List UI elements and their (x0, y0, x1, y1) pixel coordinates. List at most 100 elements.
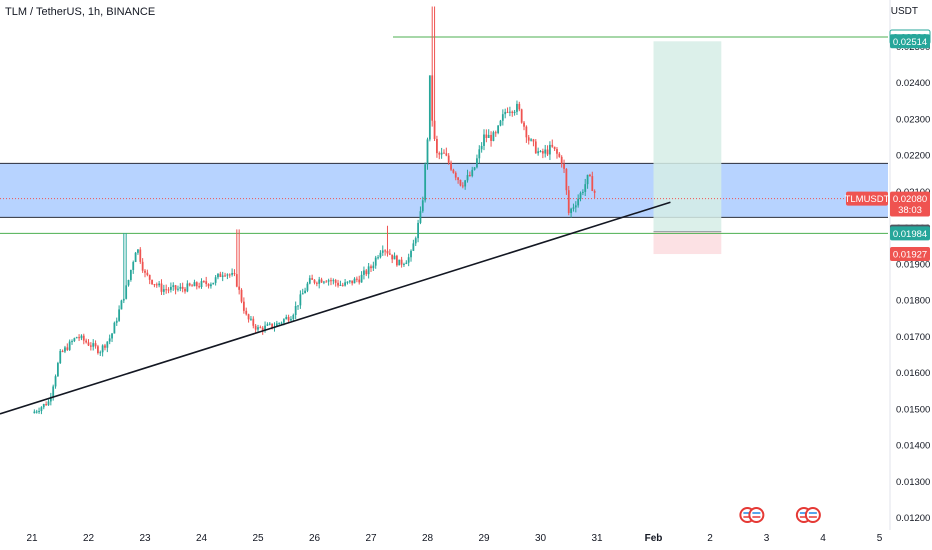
candle-body (330, 280, 332, 282)
candle-body (99, 352, 102, 354)
candle-body (400, 259, 403, 265)
y-tick-label: 0.01900 (896, 259, 930, 270)
candle-body (80, 335, 83, 339)
candle-body (367, 266, 370, 275)
candle-body (129, 269, 132, 280)
candle-body (327, 280, 330, 282)
candle-body (346, 281, 349, 283)
candle-body (511, 111, 514, 114)
candle-body (275, 323, 278, 327)
candle-body (235, 274, 238, 287)
candle-body (584, 184, 587, 192)
candle-body (49, 396, 52, 402)
candle-body (271, 323, 274, 328)
candle-body (304, 290, 306, 294)
candle-body (320, 279, 323, 283)
candle-body (287, 316, 290, 321)
candle-body (558, 153, 561, 157)
candle-body (541, 151, 544, 154)
candle-body (141, 261, 144, 271)
candle-body (101, 345, 104, 353)
candle-body (579, 192, 582, 199)
candle-body (563, 163, 565, 169)
candle-body (339, 284, 342, 286)
y-tick-label: 0.02200 (896, 151, 930, 162)
candle-body (395, 255, 398, 266)
candle-body (148, 274, 151, 280)
candle-body (115, 320, 118, 323)
price-label: 0.01927 (893, 250, 927, 261)
price-label-box (890, 247, 930, 262)
candle-body (186, 283, 189, 292)
candle-body (476, 158, 478, 168)
candle-body (92, 343, 95, 347)
candle-body (412, 243, 415, 251)
candle-body (252, 318, 255, 326)
candle-body (207, 284, 210, 287)
candle-body (478, 149, 481, 159)
candle-body (440, 152, 443, 155)
candle-body (219, 273, 222, 277)
candle-body (193, 282, 196, 287)
x-tick-label: 5 (877, 533, 883, 544)
candle-body (127, 279, 130, 286)
candle-body (242, 301, 245, 311)
candle-body (513, 111, 516, 114)
candle-body (108, 338, 111, 342)
candle-body (358, 279, 361, 283)
candle-body (355, 278, 358, 280)
candle-body (297, 305, 299, 307)
candle-body (299, 294, 302, 306)
candle-body (539, 151, 542, 153)
candle-body (586, 174, 589, 185)
x-tick-label: 30 (535, 533, 547, 544)
candle-body (233, 273, 236, 275)
candle-body (202, 281, 205, 283)
candle-body (184, 288, 186, 292)
candle-body (212, 282, 215, 285)
candle-body (261, 327, 264, 331)
candle-body (450, 162, 452, 170)
candle-body (508, 111, 511, 113)
candle-body (525, 126, 528, 138)
candle-body (341, 284, 344, 286)
candle-body (132, 262, 135, 270)
candle-body (179, 286, 182, 289)
candle-body (372, 265, 375, 269)
candle-body (403, 263, 405, 265)
candle-body (374, 257, 377, 266)
candle-body (501, 114, 504, 121)
economic-event-icon (748, 507, 765, 523)
price-label-box (846, 191, 888, 206)
candle-body (431, 75, 434, 121)
price-label: 38:03 (898, 205, 922, 216)
position-stop-area (653, 231, 722, 255)
price-label-box (890, 191, 930, 206)
candle-body (393, 255, 396, 260)
candle-body (388, 253, 391, 255)
candle-body (527, 137, 530, 141)
price-label: 0.01984 (893, 229, 927, 240)
candle-body (214, 277, 217, 283)
candle-body (61, 350, 64, 352)
candle-body (247, 314, 250, 320)
candle-body (97, 346, 99, 354)
candle-body (210, 284, 212, 287)
candle-body (417, 222, 419, 239)
x-tick-label: 31 (591, 533, 603, 544)
candle-body (315, 282, 318, 284)
x-tick-label: 3 (764, 533, 770, 544)
candle-body (64, 347, 66, 352)
candle-body (250, 318, 252, 320)
candle-body (344, 282, 347, 286)
candle-body (125, 285, 128, 299)
candle-body (139, 249, 142, 262)
candle-body (348, 280, 351, 282)
price-label: 0.02080 (893, 194, 927, 205)
candle-body (593, 190, 596, 193)
candle-body (35, 411, 38, 413)
y-tick-label: 0.01400 (896, 441, 930, 452)
candle-body (56, 363, 59, 377)
candle-body (42, 404, 45, 408)
